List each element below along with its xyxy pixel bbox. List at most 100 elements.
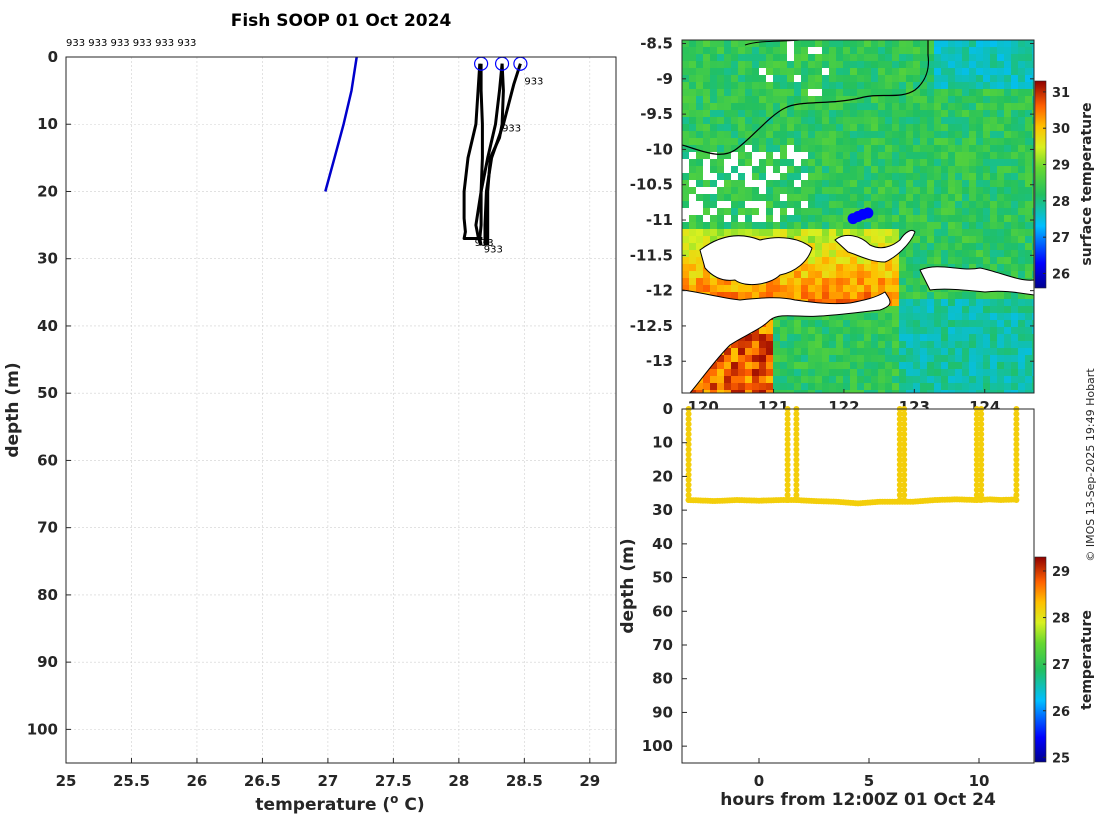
sst-cell bbox=[1018, 61, 1025, 68]
cast-point bbox=[685, 471, 692, 478]
sst-cell bbox=[689, 75, 696, 82]
sst-cell bbox=[773, 131, 780, 138]
sst-cell bbox=[731, 376, 738, 383]
profile-top-labels: 933 933 933 933 933 933 bbox=[66, 38, 196, 49]
sst-cell bbox=[976, 187, 983, 194]
sst-cell bbox=[976, 243, 983, 250]
sst-cell bbox=[745, 229, 752, 236]
sst-cell bbox=[822, 75, 829, 82]
sst-cell bbox=[731, 292, 738, 299]
sst-cell bbox=[731, 138, 738, 145]
cast-point bbox=[1013, 456, 1020, 463]
sst-cell bbox=[857, 362, 864, 369]
cast-point bbox=[793, 446, 800, 453]
sst-cell bbox=[836, 68, 843, 75]
sst-cell bbox=[997, 194, 1004, 201]
sst-cell bbox=[920, 313, 927, 320]
sst-cell bbox=[857, 285, 864, 292]
sst-cell bbox=[843, 320, 850, 327]
sst-cell bbox=[682, 222, 689, 229]
sst-cell bbox=[801, 138, 808, 145]
cast-point bbox=[685, 411, 692, 418]
sst-cell bbox=[920, 334, 927, 341]
sst-cell bbox=[780, 166, 787, 173]
sst-cell bbox=[934, 47, 941, 54]
sst-cell bbox=[822, 271, 829, 278]
sst-cell bbox=[724, 187, 731, 194]
sst-cell bbox=[948, 166, 955, 173]
sst-cell bbox=[759, 96, 766, 103]
sst-cell bbox=[724, 208, 731, 215]
sst-cell bbox=[885, 390, 892, 393]
sst-cell bbox=[948, 61, 955, 68]
sst-cell bbox=[913, 355, 920, 362]
sst-cell bbox=[843, 138, 850, 145]
sst-cell bbox=[815, 215, 822, 222]
sst-cell bbox=[773, 369, 780, 376]
sst-cell bbox=[1011, 145, 1018, 152]
sst-cell bbox=[885, 54, 892, 61]
sst-cell bbox=[815, 236, 822, 243]
sst-cell bbox=[962, 362, 969, 369]
sst-cell bbox=[780, 145, 787, 152]
cast-point bbox=[896, 431, 903, 438]
sst-cell bbox=[927, 320, 934, 327]
sst-colorbar-tick-label: 31 bbox=[1052, 86, 1070, 101]
sst-cell bbox=[948, 299, 955, 306]
sst-cell bbox=[710, 68, 717, 75]
sst-cell bbox=[1025, 68, 1032, 75]
sst-cell bbox=[1011, 327, 1018, 334]
sst-cell bbox=[766, 194, 773, 201]
sst-cell bbox=[1004, 82, 1011, 89]
sst-cell bbox=[801, 320, 808, 327]
sst-cell bbox=[808, 54, 815, 61]
sst-cell bbox=[857, 369, 864, 376]
sst-cell bbox=[1018, 355, 1025, 362]
sst-cell bbox=[990, 236, 997, 243]
sst-cell bbox=[787, 327, 794, 334]
sst-cell bbox=[878, 110, 885, 117]
sst-cell bbox=[997, 152, 1004, 159]
sst-cell bbox=[682, 243, 689, 250]
sst-cell bbox=[759, 75, 766, 82]
sst-cell bbox=[710, 278, 717, 285]
sst-cell bbox=[864, 348, 871, 355]
sst-cell bbox=[801, 264, 808, 271]
sst-cell bbox=[934, 138, 941, 145]
sst-cell bbox=[745, 376, 752, 383]
sst-cell bbox=[696, 61, 703, 68]
sst-cell bbox=[1018, 54, 1025, 61]
sst-cell bbox=[822, 327, 829, 334]
sst-cell bbox=[752, 68, 759, 75]
sst-cell bbox=[976, 264, 983, 271]
sst-cell bbox=[759, 383, 766, 390]
sst-cell bbox=[759, 89, 766, 96]
sst-cell bbox=[1032, 236, 1034, 243]
sst-cell bbox=[899, 348, 906, 355]
sst-cell bbox=[787, 278, 794, 285]
sst-cell bbox=[990, 40, 997, 47]
sst-cell bbox=[738, 208, 745, 215]
sst-cell bbox=[913, 320, 920, 327]
sst-cell bbox=[857, 103, 864, 110]
sst-cell bbox=[752, 376, 759, 383]
sst-cell bbox=[829, 376, 836, 383]
sst-cell bbox=[689, 40, 696, 47]
sst-cell bbox=[773, 145, 780, 152]
sst-cell bbox=[703, 61, 710, 68]
sst-cell bbox=[724, 390, 731, 393]
sst-cell bbox=[759, 180, 766, 187]
sst-cell bbox=[780, 131, 787, 138]
sst-cell bbox=[948, 75, 955, 82]
sst-cell bbox=[696, 278, 703, 285]
profile-line-cast-2 bbox=[474, 63, 504, 246]
sst-cell bbox=[794, 348, 801, 355]
sst-cell bbox=[829, 292, 836, 299]
sst-cell bbox=[857, 264, 864, 271]
sst-cell bbox=[773, 278, 780, 285]
sst-cell bbox=[997, 320, 1004, 327]
sst-cell bbox=[696, 271, 703, 278]
sst-cell bbox=[990, 299, 997, 306]
sst-cell bbox=[710, 383, 717, 390]
sst-cell bbox=[990, 103, 997, 110]
